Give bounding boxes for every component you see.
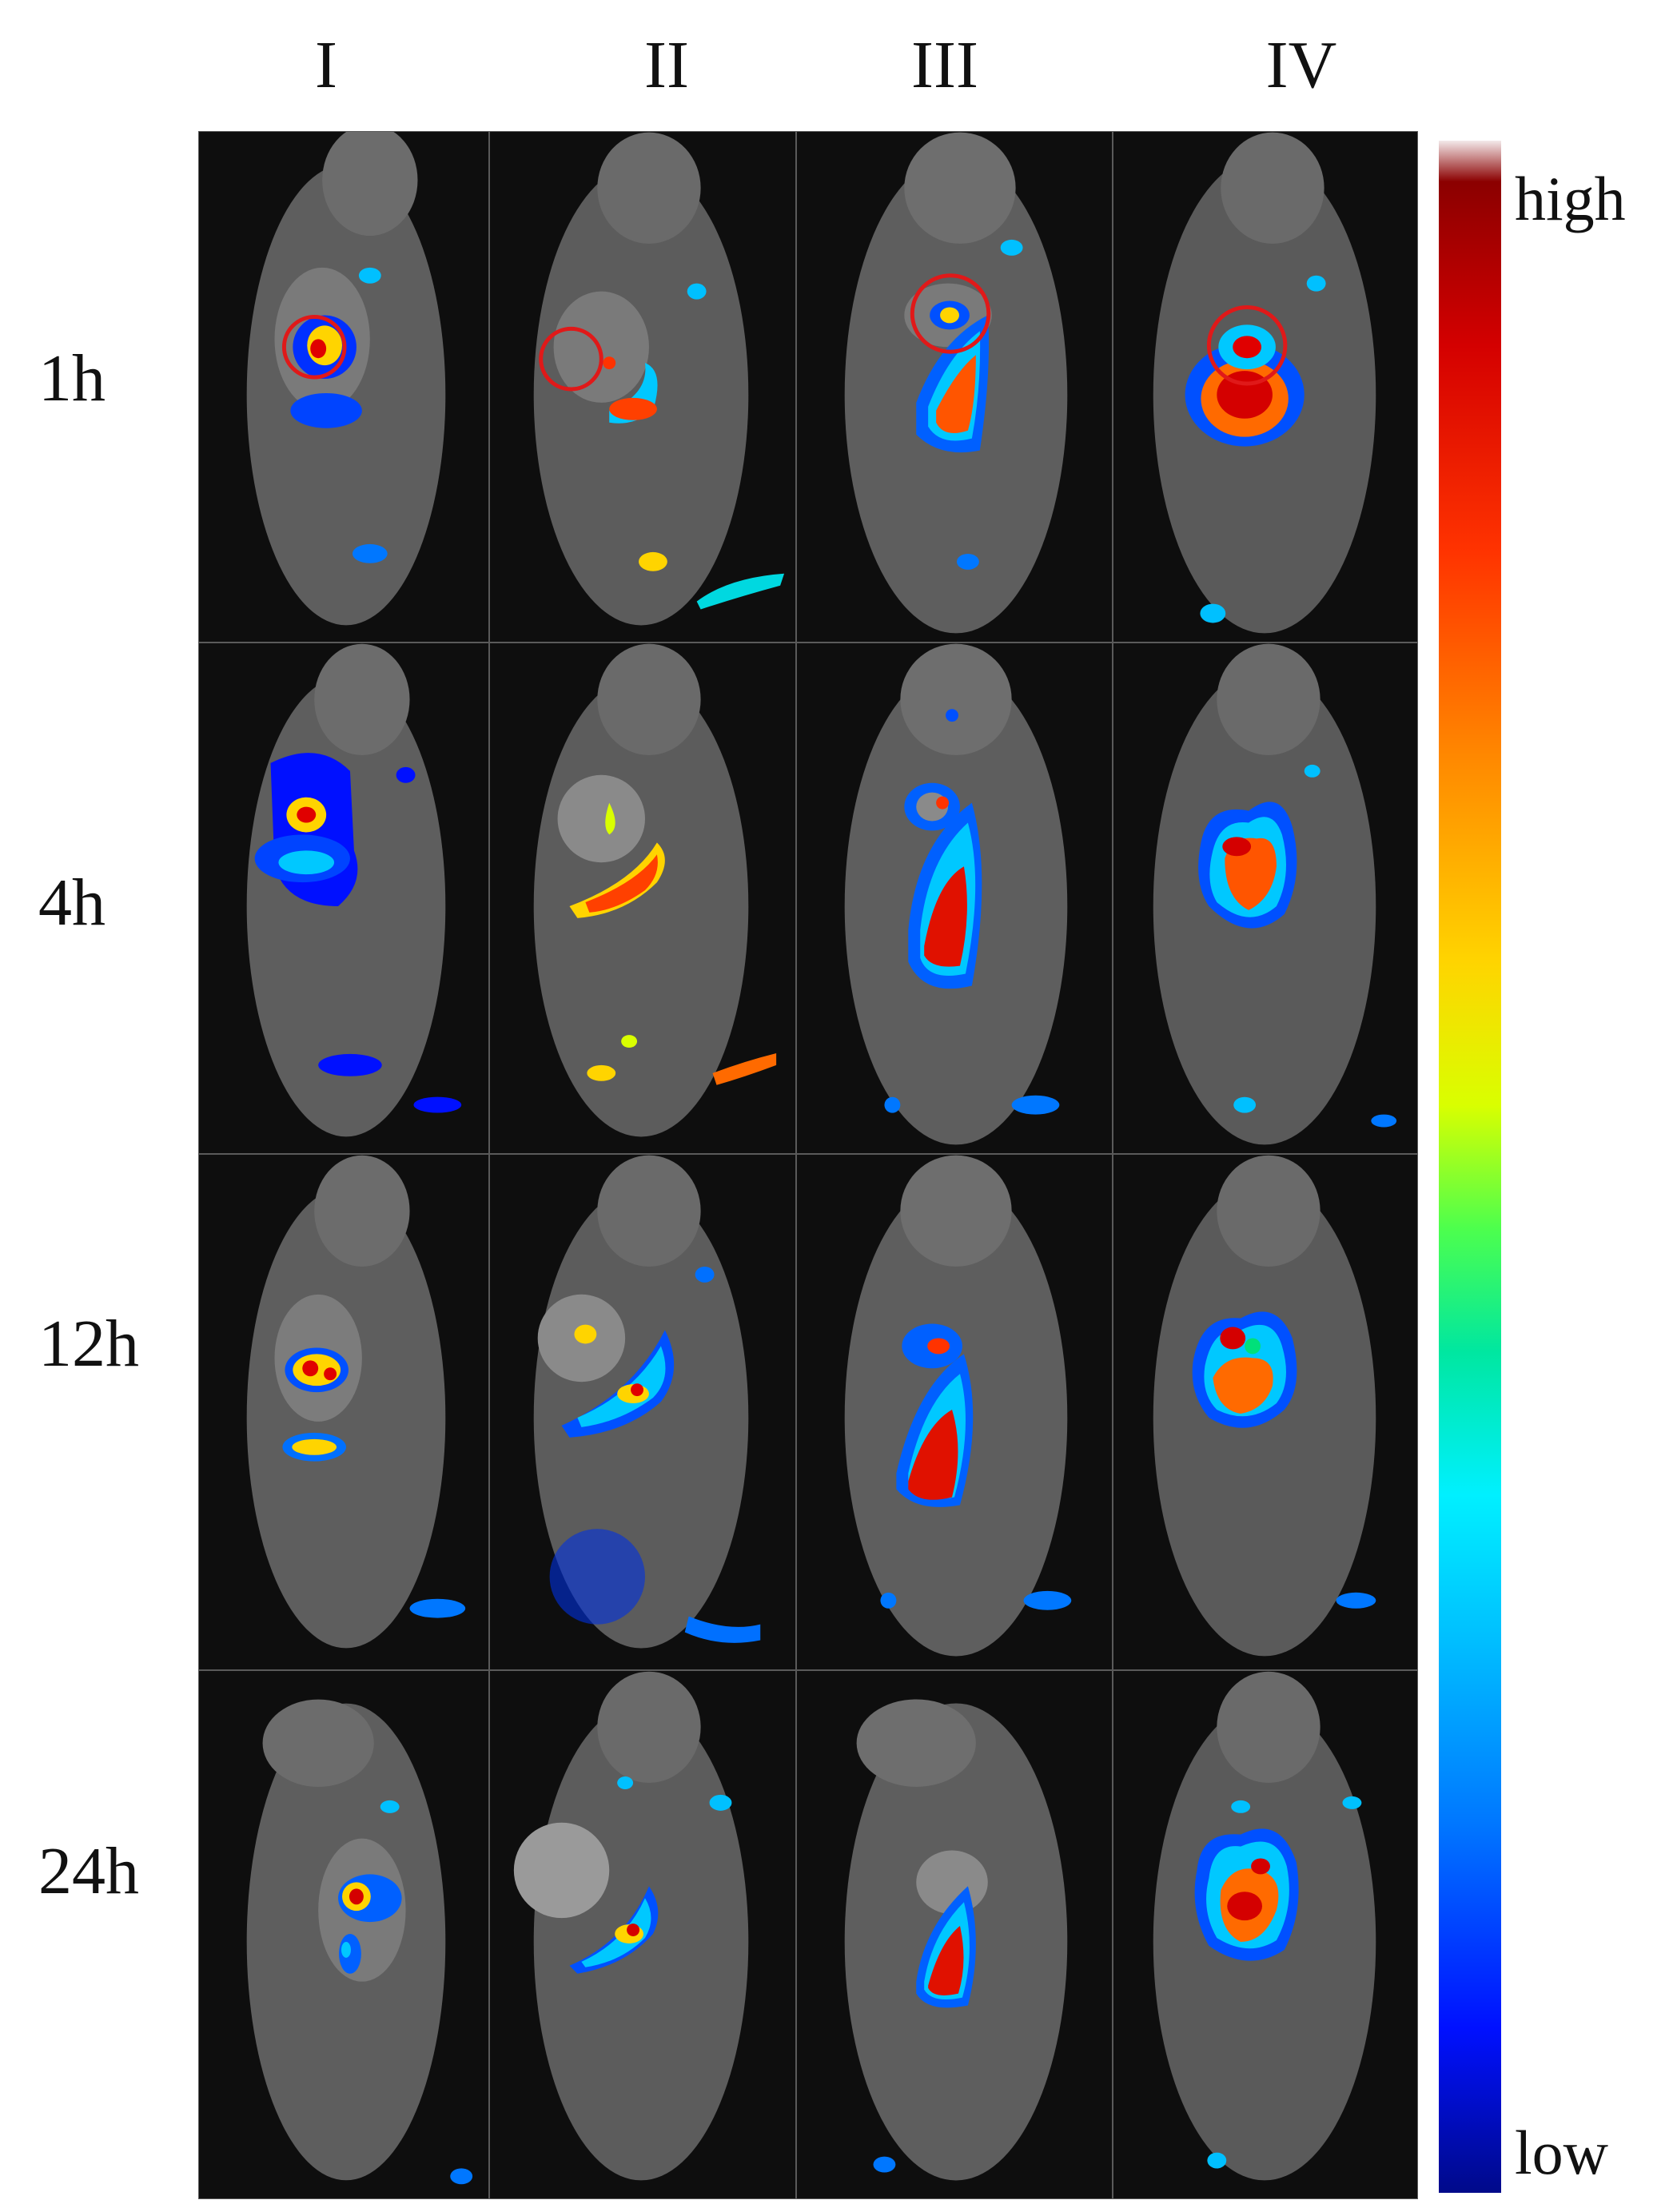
- row-label-4h: 4h: [38, 865, 106, 940]
- panel-I-12h: [198, 1154, 489, 1670]
- column-label-IV: IV: [1265, 28, 1337, 102]
- column-label-I: I: [315, 28, 337, 102]
- panel-III-24h: [796, 1670, 1113, 2199]
- panel-III-4h: [796, 643, 1113, 1154]
- panel-I-1h: [198, 131, 489, 643]
- intensity-color-bar: [1439, 141, 1501, 2193]
- panel-IV-24h: [1113, 1670, 1418, 2199]
- column-label-III: III: [911, 28, 978, 102]
- row-label-12h: 12h: [38, 1307, 139, 1381]
- panel-II-4h: [489, 643, 796, 1154]
- panel-IV-1h: [1113, 131, 1418, 643]
- mouse-image-grid: [198, 131, 1418, 2199]
- panel-III-1h: [796, 131, 1113, 643]
- panel-IV-12h: [1113, 1154, 1418, 1670]
- panel-III-12h: [796, 1154, 1113, 1670]
- colorbar-high-label: high: [1515, 164, 1626, 233]
- panel-IV-4h: [1113, 643, 1418, 1154]
- row-label-1h: 1h: [38, 341, 106, 416]
- panel-II-24h: [489, 1670, 796, 2199]
- colorbar-low-label: low: [1515, 2118, 1608, 2187]
- row-label-24h: 24h: [38, 1834, 139, 1908]
- panel-II-12h: [489, 1154, 796, 1670]
- panel-II-1h: [489, 131, 796, 643]
- column-label-II: II: [644, 28, 689, 102]
- panel-I-24h: [198, 1670, 489, 2199]
- panel-I-4h: [198, 643, 489, 1154]
